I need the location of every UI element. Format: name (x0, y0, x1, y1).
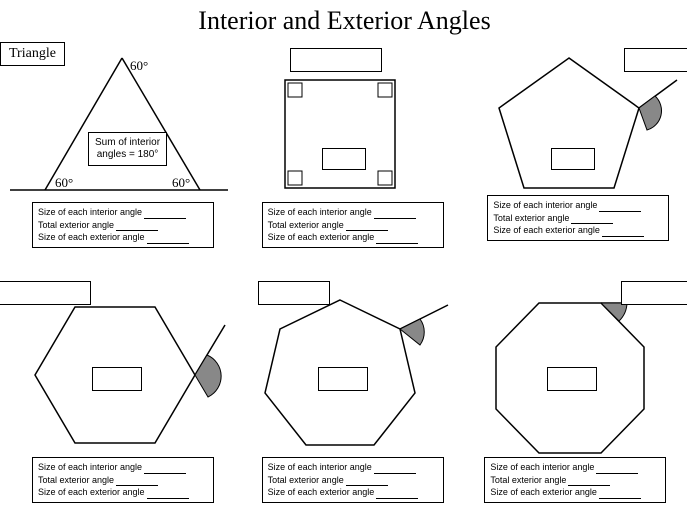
answers-triangle: Size of each interior angle Total exteri… (32, 202, 214, 248)
cell-pentagon: Size of each interior angle Total exteri… (459, 40, 689, 275)
cell-heptagon: Size of each interior angle Total exteri… (230, 275, 460, 510)
answers-pentagon: Size of each interior angle Total exteri… (487, 195, 669, 241)
cell-triangle: Triangle 60° 60° 60° Sum of interior ang… (0, 40, 230, 275)
label-square-blank (290, 48, 382, 72)
answers-octagon: Size of each interior angle Total exteri… (484, 457, 666, 503)
label-octagon-blank (621, 281, 687, 305)
angle-right: 60° (172, 175, 190, 191)
angle-top: 60° (130, 58, 148, 74)
sum-heptagon-blank (318, 367, 368, 391)
cell-square: Size of each interior angle Total exteri… (230, 40, 460, 275)
sum-pentagon-blank (551, 148, 595, 170)
label-triangle: Triangle (0, 42, 65, 66)
sum-box-triangle: Sum of interior angles = 180° (88, 132, 167, 166)
worksheet-grid: Triangle 60° 60° 60° Sum of interior ang… (0, 40, 689, 510)
cell-octagon: Size of each interior angle Total exteri… (459, 275, 689, 510)
angle-left: 60° (55, 175, 73, 191)
label-pentagon-blank (624, 48, 687, 72)
answers-hexagon: Size of each interior angle Total exteri… (32, 457, 214, 503)
page-title: Interior and Exterior Angles (0, 0, 689, 38)
label-hexagon-blank (0, 281, 91, 305)
label-heptagon-blank (258, 281, 330, 305)
sum-octagon-blank (547, 367, 597, 391)
answers-heptagon: Size of each interior angle Total exteri… (262, 457, 444, 503)
cell-hexagon: Size of each interior angle Total exteri… (0, 275, 230, 510)
sum-hexagon-blank (92, 367, 142, 391)
sum-square-blank (322, 148, 366, 170)
answers-square: Size of each interior angle Total exteri… (262, 202, 444, 248)
